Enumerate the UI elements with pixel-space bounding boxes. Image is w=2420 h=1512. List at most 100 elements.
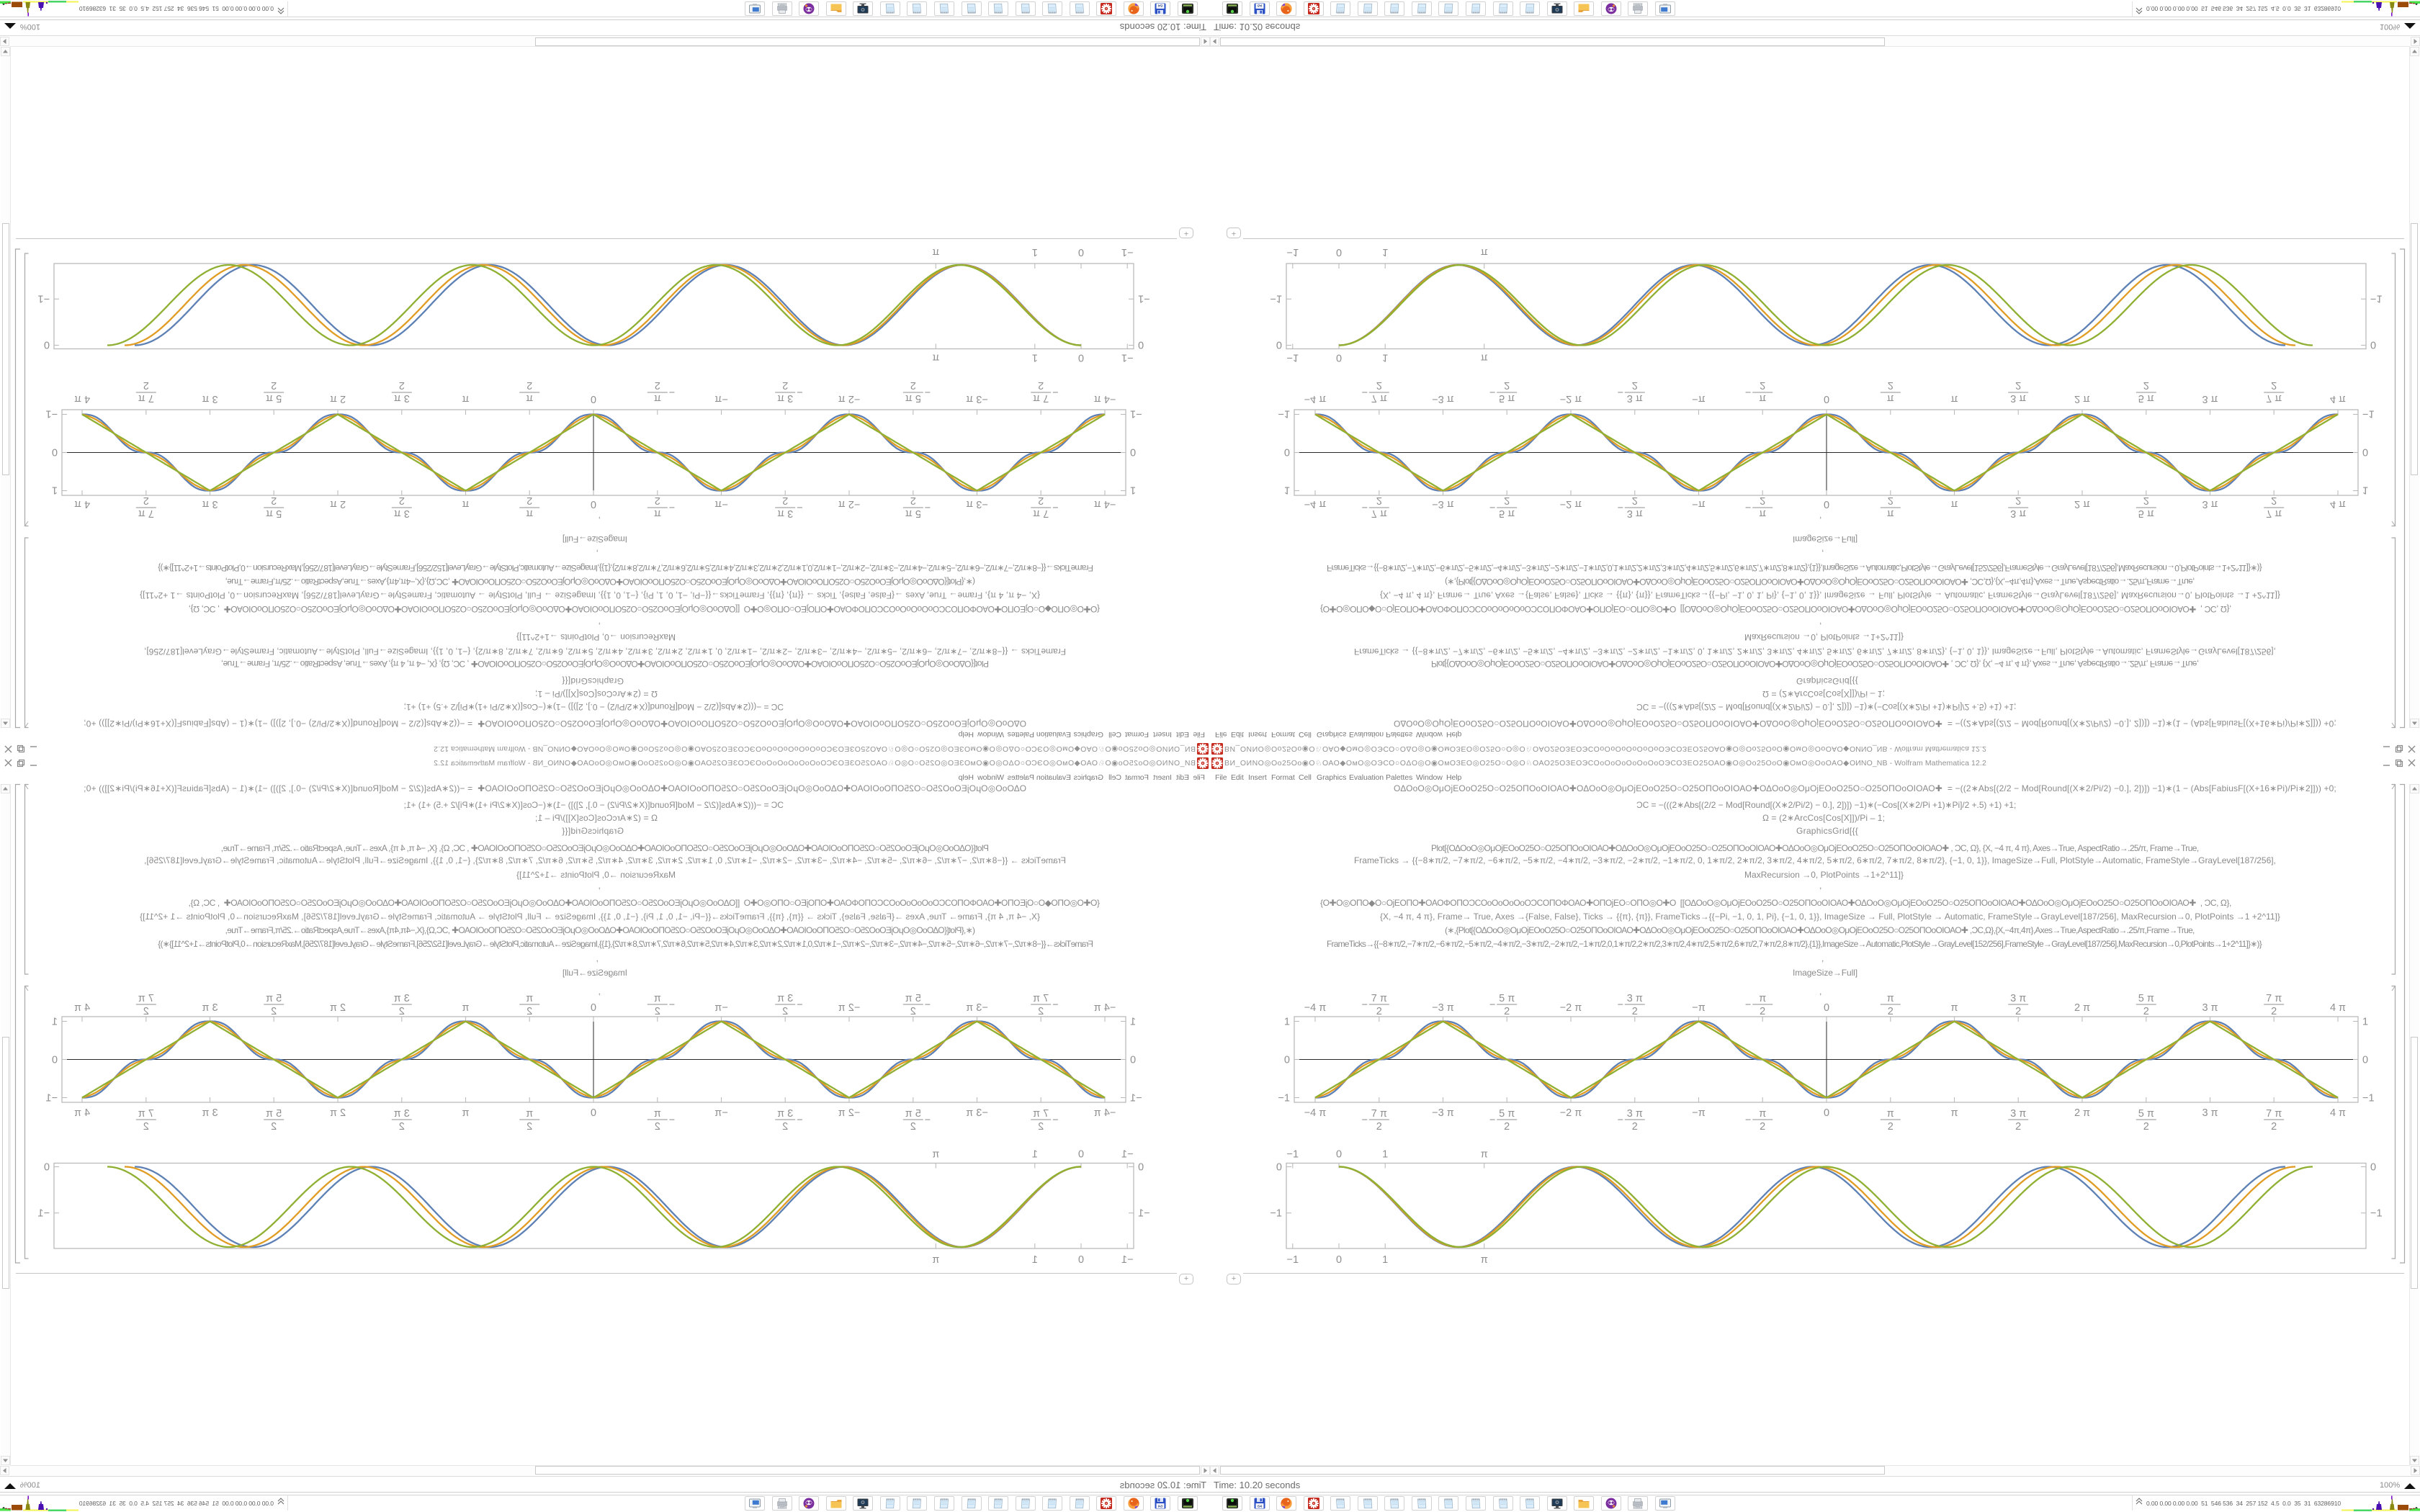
svg-text:0: 0 (591, 393, 596, 405)
svg-text:−1: −1 (2362, 408, 2375, 420)
svg-text:2: 2 (1888, 1006, 1894, 1017)
svg-text:0: 0 (1078, 352, 1084, 364)
svg-text:2 π: 2 π (330, 393, 346, 405)
svg-text:2: 2 (1632, 379, 1638, 391)
svg-text:1: 1 (1382, 1254, 1388, 1266)
svg-text:π: π (462, 393, 469, 405)
svg-text:2: 2 (1038, 495, 1044, 506)
svg-text:π: π (1887, 508, 1894, 518)
svg-text:2 π: 2 π (330, 1107, 346, 1119)
svg-text:3 π: 3 π (1627, 1108, 1643, 1120)
svg-text:−1: −1 (1121, 1149, 1134, 1161)
svg-text:1: 1 (1130, 485, 1136, 496)
svg-text:2: 2 (2143, 495, 2149, 506)
svg-text:π: π (1950, 498, 1958, 510)
svg-text:5 π: 5 π (905, 1108, 921, 1120)
svg-text:2: 2 (143, 495, 149, 506)
svg-text:0: 0 (591, 1107, 596, 1119)
svg-text:π: π (462, 1002, 469, 1014)
svg-text:−2 π: −2 π (1560, 393, 1582, 405)
svg-text:3 π: 3 π (2202, 498, 2218, 510)
svg-text:5 π: 5 π (905, 392, 921, 404)
svg-text:−π: −π (714, 393, 727, 405)
svg-text:−1: −1 (37, 292, 50, 304)
svg-text:π: π (1759, 1108, 1766, 1120)
svg-text:π: π (526, 508, 533, 518)
svg-text:5 π: 5 π (1499, 392, 1515, 404)
svg-text:−2 π: −2 π (838, 1107, 861, 1119)
svg-text:−π: −π (1692, 498, 1705, 510)
svg-text:3 π: 3 π (394, 1108, 410, 1120)
svg-text:−1: −1 (2370, 1208, 2383, 1220)
svg-text:3 π: 3 π (777, 994, 793, 1004)
svg-text:0: 0 (1078, 1149, 1084, 1161)
svg-text:−3 π: −3 π (966, 498, 988, 510)
svg-text:2: 2 (2271, 379, 2277, 391)
svg-text:5 π: 5 π (266, 1108, 282, 1120)
svg-text:−4 π: −4 π (1094, 498, 1116, 510)
svg-text:−3 π: −3 π (1432, 498, 1454, 510)
svg-text:0: 0 (1138, 1162, 1144, 1174)
svg-text:2 π: 2 π (2074, 1107, 2090, 1119)
svg-text:0: 0 (2362, 1055, 2368, 1066)
svg-text:1: 1 (52, 485, 58, 496)
svg-text:−: − (1052, 999, 1058, 1011)
svg-text:−2 π: −2 π (838, 498, 861, 510)
svg-text:1: 1 (2362, 1017, 2368, 1028)
svg-text:7 π: 7 π (1371, 508, 1387, 518)
svg-text:3 π: 3 π (2010, 392, 2026, 404)
svg-text:π: π (462, 1107, 469, 1119)
svg-text:−: − (1745, 999, 1751, 1011)
svg-text:2: 2 (1760, 495, 1765, 506)
svg-text:π: π (1950, 393, 1958, 405)
svg-text:2: 2 (655, 1006, 660, 1017)
svg-text:−: − (925, 999, 931, 1011)
svg-text:−3 π: −3 π (1432, 1002, 1454, 1014)
svg-text:3 π: 3 π (2202, 1002, 2218, 1014)
svg-text:2: 2 (143, 379, 149, 391)
svg-text:−1: −1 (1278, 1093, 1290, 1104)
svg-text:2: 2 (910, 1006, 916, 1017)
svg-text:0: 0 (1824, 498, 1829, 510)
svg-text:−: − (797, 1115, 802, 1126)
svg-text:−: − (1489, 501, 1495, 513)
svg-text:π: π (932, 1254, 939, 1266)
svg-text:7 π: 7 π (2266, 994, 2282, 1004)
svg-text:0: 0 (2370, 339, 2376, 351)
svg-text:2: 2 (1632, 495, 1638, 506)
svg-text:3 π: 3 π (202, 498, 218, 510)
svg-text:2: 2 (399, 1121, 405, 1133)
svg-text:7 π: 7 π (2266, 392, 2282, 404)
svg-text:π: π (932, 1149, 939, 1161)
svg-text:1: 1 (1382, 352, 1388, 364)
svg-text:3 π: 3 π (2202, 393, 2218, 405)
svg-text:π: π (1759, 994, 1766, 1004)
svg-text:0: 0 (1078, 246, 1084, 258)
svg-text:5 π: 5 π (1499, 508, 1515, 518)
svg-text:2 π: 2 π (2074, 1002, 2090, 1014)
svg-text:π: π (654, 392, 661, 404)
svg-text:π: π (526, 994, 533, 1004)
svg-text:2: 2 (1760, 379, 1765, 391)
svg-text:2: 2 (782, 1121, 788, 1133)
svg-text:2: 2 (143, 1121, 149, 1133)
svg-text:2: 2 (2015, 495, 2021, 506)
svg-text:64: 64 (1158, 3, 1162, 7)
svg-text:7 π: 7 π (138, 392, 154, 404)
svg-text:2 π: 2 π (330, 498, 346, 510)
svg-text:−1: −1 (1287, 352, 1299, 364)
svg-text:5 π: 5 π (266, 392, 282, 404)
svg-text:5 π: 5 π (905, 508, 921, 518)
svg-text:2: 2 (910, 495, 916, 506)
svg-text:2: 2 (399, 379, 405, 391)
svg-text:π: π (932, 246, 939, 258)
svg-text:3 π: 3 π (777, 1108, 793, 1120)
svg-text:π: π (654, 994, 661, 1004)
svg-text:2: 2 (2015, 1006, 2021, 1017)
svg-text:3 π: 3 π (202, 1107, 218, 1119)
svg-text:2: 2 (1504, 1121, 1510, 1133)
svg-text:3 π: 3 π (1627, 392, 1643, 404)
svg-text:0: 0 (44, 1162, 50, 1174)
svg-text:2: 2 (2143, 1006, 2149, 1017)
svg-text:2: 2 (526, 379, 532, 391)
